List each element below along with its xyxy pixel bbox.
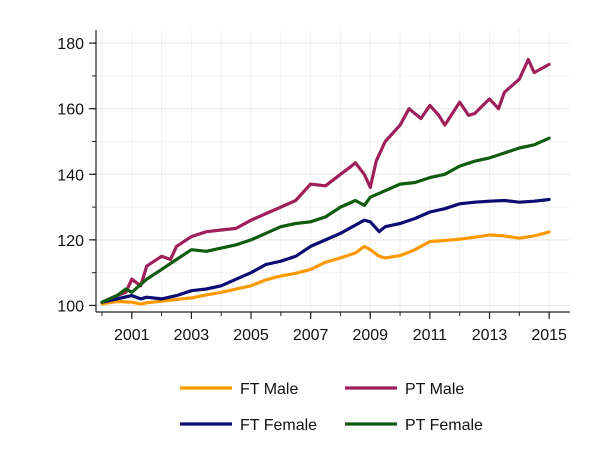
y-tick-label: 120 — [57, 233, 84, 250]
x-tick-label: 2005 — [233, 327, 269, 344]
x-tick-label: 2001 — [114, 327, 150, 344]
tick-marks — [89, 42, 550, 319]
legend-label-ft-female: FT Female — [240, 417, 317, 434]
x-tick-label: 2013 — [472, 327, 508, 344]
y-tick-label: 160 — [57, 102, 84, 119]
y-tick-label: 140 — [57, 167, 84, 184]
axes — [95, 30, 570, 313]
y-tick-label: 100 — [57, 298, 84, 315]
legend-label-pt-male: PT Male — [405, 381, 464, 398]
x-tick-label: 2007 — [293, 327, 329, 344]
series-line-ft-female — [100, 197, 551, 304]
legend-label-ft-male: FT Male — [240, 381, 298, 398]
x-tick-label: 2003 — [174, 327, 210, 344]
x-tick-label: 2015 — [531, 327, 567, 344]
legend: FT Male PT Male FT Female PT Female — [180, 381, 483, 434]
series-line-ft-male — [100, 230, 551, 306]
legend-label-pt-female: PT Female — [405, 417, 483, 434]
series-lines — [100, 57, 551, 306]
x-tick-label: 2009 — [352, 327, 388, 344]
tick-labels: 2001 2003 2005 2007 2009 2011 2013 2015 100 120 14… — [57, 36, 567, 344]
x-tick-label: 2011 — [413, 327, 448, 344]
y-tick-label: 180 — [57, 36, 84, 53]
grid-lines — [96, 30, 570, 312]
series-line-pt-male — [100, 57, 551, 304]
series-line-pt-female — [100, 136, 551, 304]
